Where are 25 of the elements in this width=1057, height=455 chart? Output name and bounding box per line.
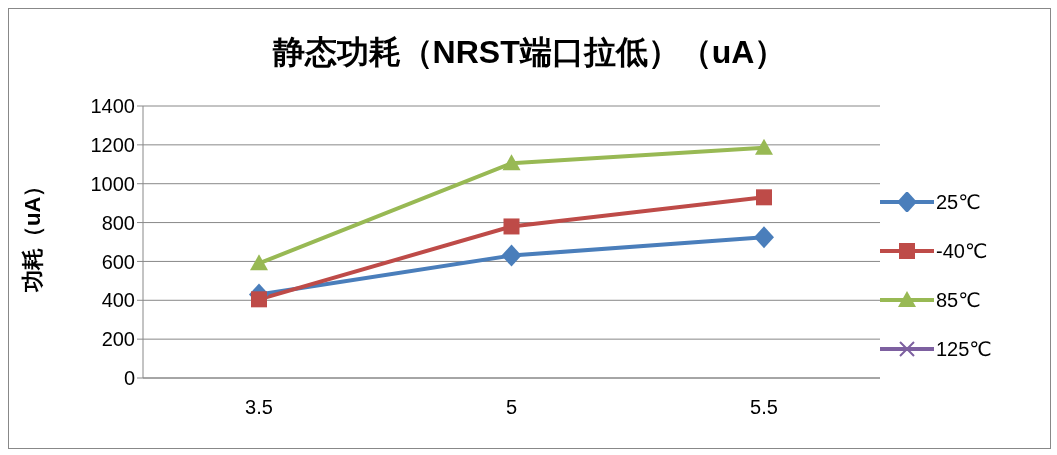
point xyxy=(502,154,521,171)
y-tick-label: 1400 xyxy=(90,95,135,118)
point xyxy=(250,254,268,271)
chart-title: 静态功耗（NRST端口拉低）（uA） xyxy=(271,33,788,72)
point xyxy=(501,244,522,267)
point xyxy=(754,226,774,249)
point xyxy=(756,189,772,206)
x-tick-label: 5.5 xyxy=(750,396,778,419)
point xyxy=(503,218,520,235)
y-tick-label: 600 xyxy=(101,250,135,273)
y-tick-label: 800 xyxy=(101,211,135,234)
y-tick-label: 200 xyxy=(101,328,135,351)
y-tick-label: 400 xyxy=(101,289,135,312)
point xyxy=(755,138,773,155)
x-tick-label: 5 xyxy=(505,396,518,419)
y-tick-label: 1200 xyxy=(90,133,135,156)
legend-label: -40℃ xyxy=(936,238,988,263)
y-axis-title: 功耗（uA） xyxy=(19,174,45,293)
legend-label: 85℃ xyxy=(936,287,981,312)
x-tick-label: 3.5 xyxy=(245,396,273,419)
y-tick-label: 1000 xyxy=(90,172,135,195)
y-tick-label: 0 xyxy=(123,367,135,390)
point xyxy=(251,291,267,308)
legend-label: 25℃ xyxy=(936,189,981,214)
legend-label: 125℃ xyxy=(936,336,992,361)
